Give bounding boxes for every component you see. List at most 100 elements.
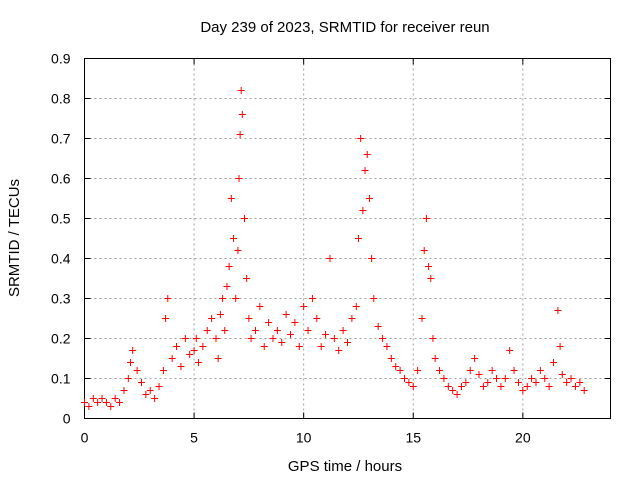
data-point <box>225 263 233 270</box>
data-point <box>212 335 220 342</box>
data-point <box>142 391 150 398</box>
data-point <box>363 151 371 158</box>
data-point <box>374 323 382 330</box>
data-point <box>85 403 93 410</box>
x-axis-ticks: 0 5 10 15 20 <box>81 58 531 446</box>
data-point <box>247 335 255 342</box>
data-point <box>251 327 259 334</box>
data-point <box>322 331 330 338</box>
data-point <box>214 355 222 362</box>
data-point <box>554 307 562 314</box>
data-point <box>330 335 338 342</box>
data-point <box>192 335 200 342</box>
y-tick-label: 0.1 <box>51 371 71 387</box>
data-point <box>282 311 290 318</box>
data-point <box>335 347 343 354</box>
x-tick-label: 5 <box>190 430 198 446</box>
data-point <box>352 303 360 310</box>
data-point <box>190 347 198 354</box>
data-point <box>344 339 351 346</box>
data-point <box>237 87 245 94</box>
data-point <box>164 295 172 302</box>
data-point <box>370 295 378 302</box>
data-point <box>236 131 244 138</box>
data-point <box>240 215 248 222</box>
data-point <box>453 391 461 398</box>
data-point <box>514 379 522 386</box>
data-point <box>221 327 229 334</box>
data-point <box>230 235 238 242</box>
data-point <box>409 383 417 390</box>
data-point <box>436 367 444 374</box>
x-tick-label: 15 <box>405 430 421 446</box>
data-point <box>501 375 509 382</box>
data-point <box>162 315 170 322</box>
y-tick-label: 0.5 <box>51 211 71 227</box>
data-point <box>295 343 303 350</box>
data-point <box>278 339 286 346</box>
y-tick-label: 0.4 <box>51 251 71 267</box>
data-points <box>81 87 588 410</box>
data-point <box>348 315 356 322</box>
data-point <box>186 351 194 358</box>
data-point <box>431 355 439 362</box>
data-point <box>155 383 163 390</box>
data-point <box>256 303 264 310</box>
data-point <box>466 367 474 374</box>
data-point <box>429 335 437 342</box>
data-point <box>245 315 253 322</box>
data-point <box>177 363 185 370</box>
data-point <box>576 379 584 386</box>
data-point <box>493 375 501 382</box>
data-point <box>387 355 395 362</box>
data-point <box>81 399 88 406</box>
data-point <box>457 383 465 390</box>
data-point <box>260 343 268 350</box>
data-point <box>365 195 373 202</box>
data-point <box>124 375 132 382</box>
data-point <box>308 295 316 302</box>
y-tick-label: 0.6 <box>51 171 71 187</box>
grid-lines <box>84 58 611 419</box>
data-point <box>359 207 367 214</box>
data-point <box>94 399 102 406</box>
data-point <box>484 379 492 386</box>
data-point <box>273 327 281 334</box>
data-point <box>269 335 277 342</box>
data-point <box>383 343 391 350</box>
data-point <box>556 343 564 350</box>
data-point <box>300 303 308 310</box>
data-point <box>120 387 128 394</box>
x-tick-label: 0 <box>81 430 89 446</box>
y-tick-label: 0.2 <box>51 331 71 347</box>
data-point <box>216 311 224 318</box>
data-point <box>194 359 202 366</box>
data-point <box>223 283 231 290</box>
data-point <box>580 387 588 394</box>
data-point <box>208 315 216 322</box>
data-point <box>488 367 496 374</box>
data-point <box>528 375 536 382</box>
data-point <box>510 367 518 374</box>
data-point <box>102 399 110 406</box>
data-point <box>414 367 422 374</box>
data-point <box>243 275 251 282</box>
data-point <box>181 335 189 342</box>
data-point <box>127 359 135 366</box>
data-point <box>532 379 540 386</box>
data-point <box>287 331 295 338</box>
data-point <box>227 195 235 202</box>
y-tick-label: 0.9 <box>51 51 71 67</box>
data-point <box>129 347 137 354</box>
y-tick-label: 0 <box>63 411 71 427</box>
data-point <box>523 383 531 390</box>
data-point <box>146 387 154 394</box>
data-point <box>133 367 141 374</box>
data-point <box>368 255 376 262</box>
data-point <box>400 375 408 382</box>
x-axis-label: GPS time / hours <box>288 458 402 475</box>
data-point <box>440 375 448 382</box>
data-point <box>479 383 487 390</box>
data-point <box>107 403 115 410</box>
